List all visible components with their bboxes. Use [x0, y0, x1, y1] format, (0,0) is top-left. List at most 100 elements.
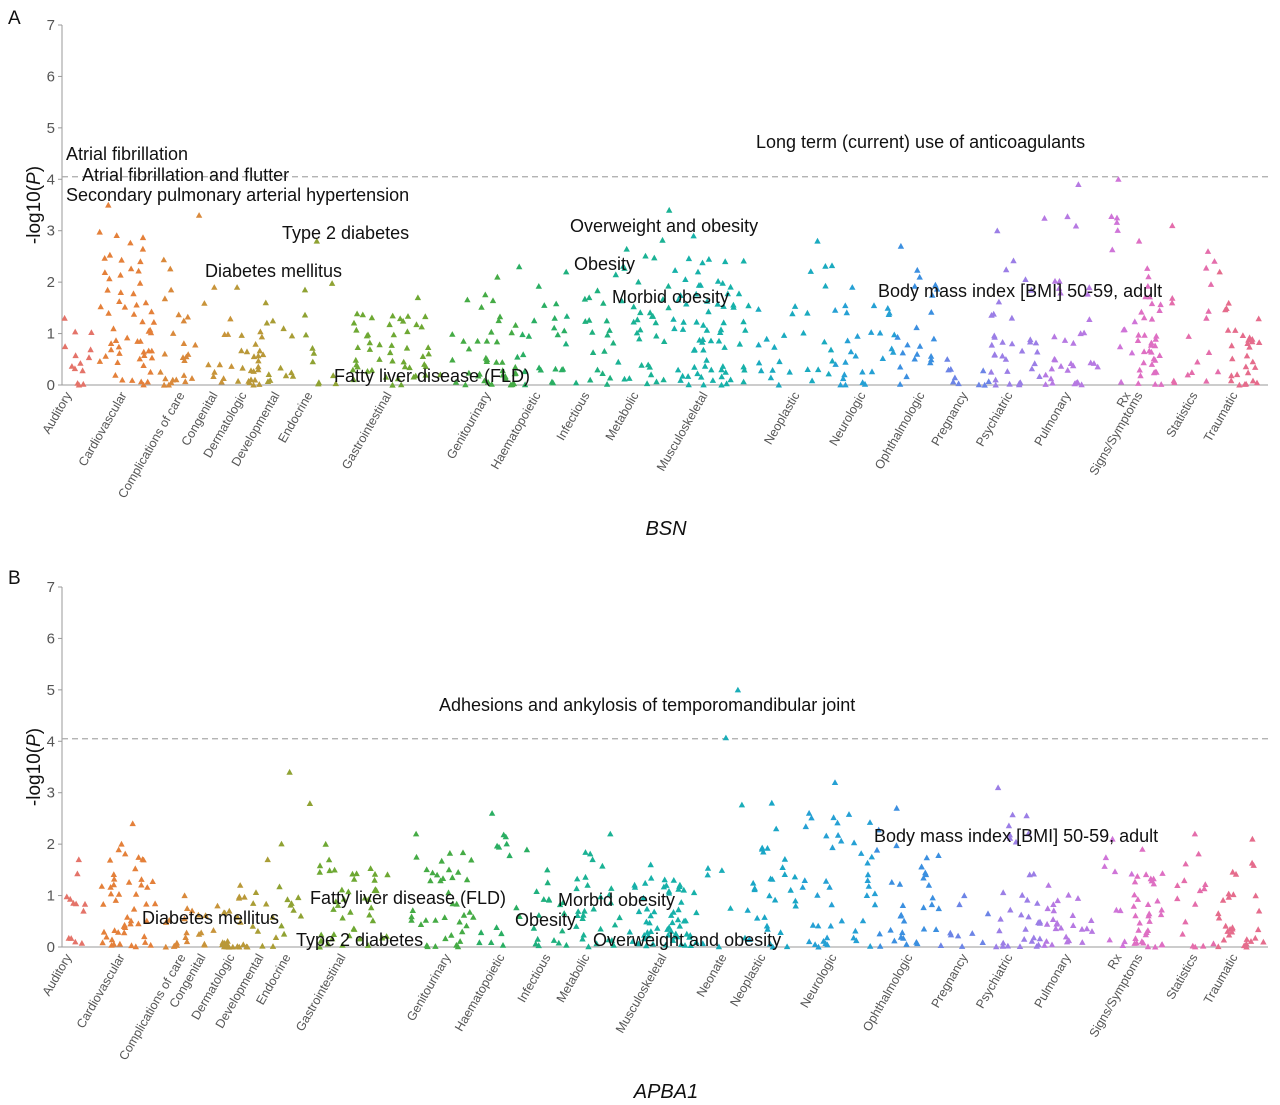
data-point — [1152, 381, 1159, 387]
y-tick-label: 0 — [47, 939, 55, 956]
data-point — [117, 271, 124, 278]
data-point — [847, 348, 855, 355]
data-point — [272, 934, 280, 940]
data-point — [136, 355, 143, 362]
data-point — [1157, 911, 1165, 918]
data-point — [579, 915, 586, 921]
data-point — [1140, 348, 1148, 355]
data-point — [1150, 880, 1157, 887]
data-point — [740, 318, 747, 325]
data-point — [329, 935, 336, 942]
data-point — [413, 853, 420, 860]
data-point — [858, 850, 865, 856]
category-points-ophthalmologic — [894, 242, 941, 387]
data-point — [105, 201, 112, 208]
data-point — [1144, 283, 1152, 289]
data-point — [607, 899, 615, 906]
data-point — [767, 875, 774, 882]
data-point — [597, 925, 604, 932]
data-point — [891, 937, 898, 944]
data-point — [118, 256, 125, 263]
data-point — [914, 266, 921, 273]
data-point — [141, 933, 148, 940]
data-point — [1086, 284, 1093, 291]
data-point — [708, 366, 715, 373]
x-category-label: Traumatic — [1201, 390, 1241, 445]
data-point — [700, 321, 707, 328]
data-point — [180, 317, 187, 324]
data-point — [1072, 222, 1080, 229]
data-point — [934, 285, 941, 292]
data-point — [166, 917, 173, 923]
data-point — [561, 327, 568, 334]
data-point — [1023, 812, 1030, 819]
x-category-label: Gastrointestinal — [293, 952, 349, 1034]
data-point — [1065, 891, 1072, 898]
data-point — [1109, 835, 1116, 842]
data-point — [640, 894, 647, 901]
data-point — [637, 326, 644, 333]
data-point — [88, 329, 95, 335]
panel-b-letter: B — [8, 568, 21, 589]
data-point — [850, 839, 858, 846]
data-point — [740, 378, 747, 385]
data-point — [493, 338, 501, 345]
data-point — [859, 917, 867, 924]
data-point — [85, 354, 93, 361]
data-point — [693, 318, 700, 325]
x-category-label: Statistics — [1163, 390, 1200, 440]
data-point — [143, 900, 150, 907]
data-point — [1025, 913, 1032, 920]
y-tick-label: 4 — [47, 733, 55, 750]
data-point — [462, 381, 469, 388]
data-point — [574, 875, 581, 882]
data-point — [1189, 942, 1196, 949]
data-point — [829, 357, 836, 364]
data-point — [666, 206, 673, 213]
data-point — [346, 932, 353, 939]
x-category-label: Genitourinary — [444, 389, 494, 462]
data-point — [218, 378, 225, 385]
data-point — [1117, 378, 1125, 385]
data-point — [691, 346, 698, 353]
data-point — [615, 358, 622, 365]
data-point — [224, 331, 232, 337]
data-point — [493, 924, 500, 930]
data-points — [63, 686, 1267, 950]
data-point — [1152, 336, 1159, 342]
data-point — [1204, 248, 1212, 254]
data-point — [422, 363, 429, 369]
data-point — [804, 366, 811, 372]
data-point — [488, 810, 496, 816]
data-point — [1205, 308, 1212, 314]
data-point — [670, 877, 677, 883]
data-point — [871, 901, 879, 908]
data-point — [999, 352, 1006, 359]
data-point — [661, 338, 668, 344]
data-point — [888, 879, 895, 885]
data-point — [101, 255, 108, 261]
data-point — [1134, 896, 1142, 902]
data-point — [111, 875, 118, 882]
data-point — [211, 284, 218, 290]
x-category-label: Pregnancy — [929, 951, 971, 1010]
data-point — [779, 864, 786, 870]
data-point — [781, 871, 788, 877]
data-point — [389, 381, 396, 388]
category-points-congenital — [201, 284, 235, 385]
data-point — [612, 271, 619, 278]
data-point — [234, 943, 241, 949]
data-point — [680, 318, 687, 325]
category-points-rx — [1101, 835, 1135, 948]
category-points-psychiatric — [988, 227, 1043, 388]
data-point — [918, 863, 925, 870]
data-point — [674, 916, 682, 923]
data-point — [128, 942, 135, 949]
data-point — [735, 290, 743, 297]
data-point — [188, 907, 196, 914]
data-point — [597, 893, 604, 900]
data-point — [947, 929, 954, 936]
data-point — [350, 376, 357, 383]
data-point — [353, 326, 360, 333]
